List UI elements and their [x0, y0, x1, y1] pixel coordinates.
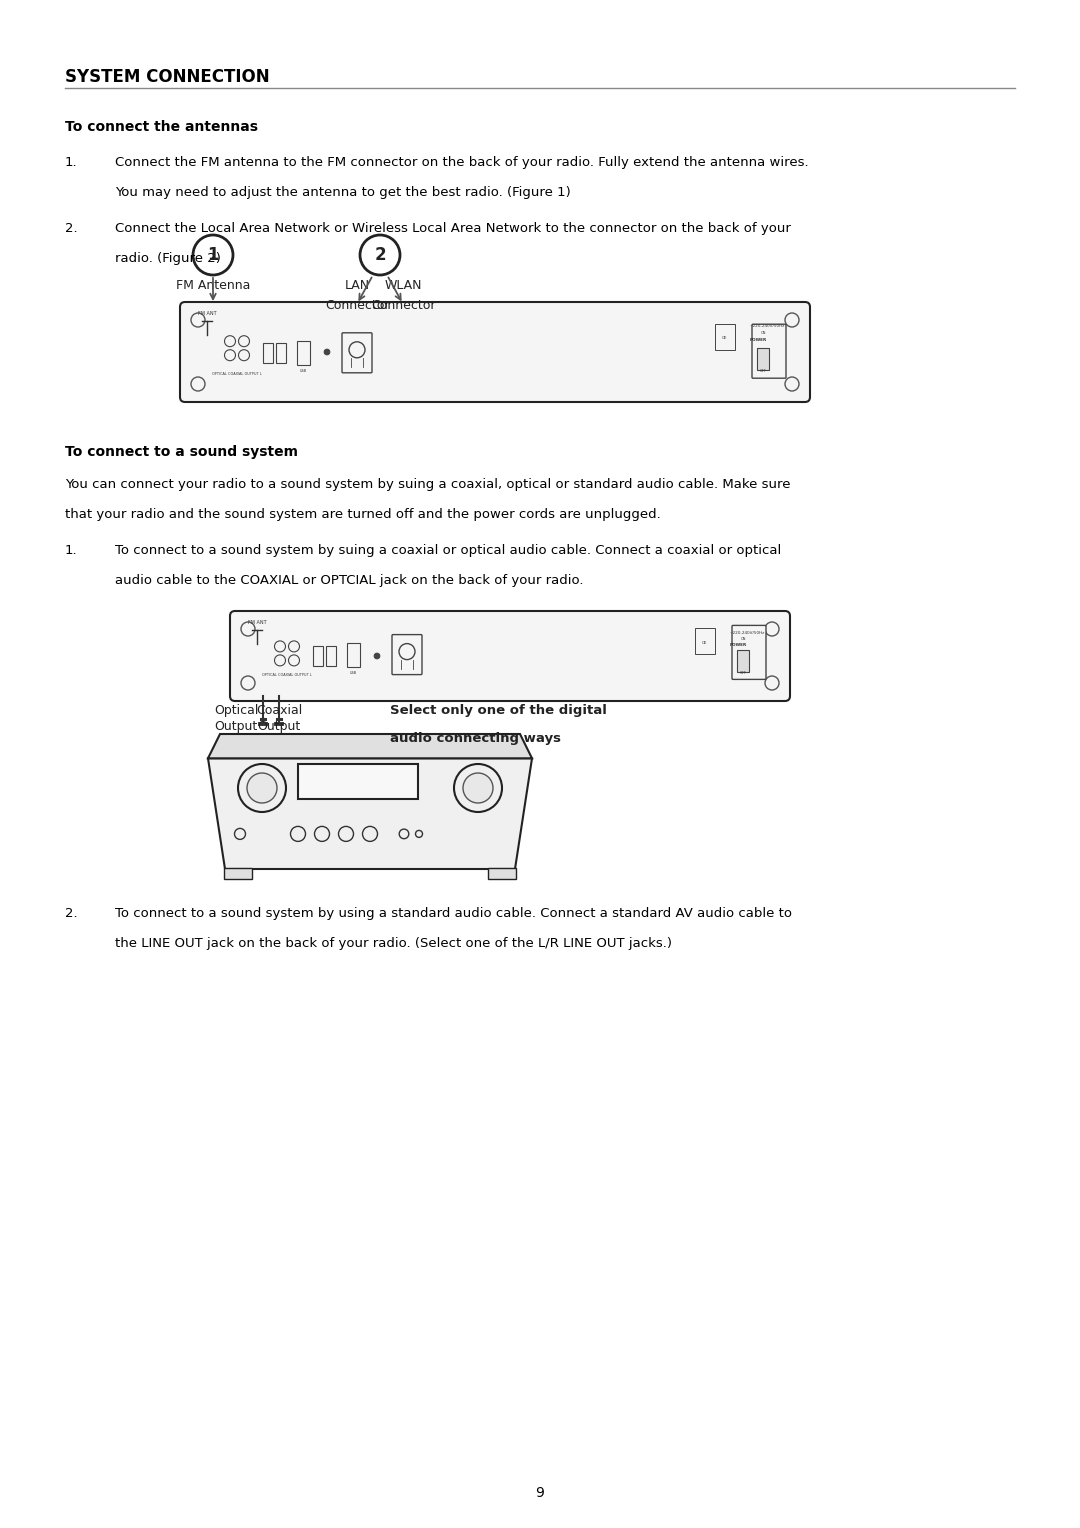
Circle shape [454, 764, 502, 811]
Text: POWER: POWER [750, 338, 767, 342]
Text: USB: USB [350, 671, 356, 674]
Text: Connect the FM antenna to the FM connector on the back of your radio. Fully exte: Connect the FM antenna to the FM connect… [114, 156, 809, 170]
FancyBboxPatch shape [732, 625, 766, 680]
Text: that your radio and the sound system are turned off and the power cords are unpl: that your radio and the sound system are… [65, 507, 661, 521]
Text: 1: 1 [207, 246, 219, 264]
Bar [488, 868, 516, 879]
Text: 2: 2 [374, 246, 386, 264]
Circle shape [241, 622, 255, 636]
Bar [297, 341, 310, 365]
Text: radio. (Figure 2): radio. (Figure 2) [114, 252, 221, 264]
Circle shape [338, 827, 353, 842]
Text: OFF: OFF [759, 368, 767, 373]
Circle shape [349, 342, 365, 358]
Text: SYSTEM CONNECTION: SYSTEM CONNECTION [65, 69, 270, 86]
Text: 1.: 1. [65, 156, 78, 170]
Text: Connector: Connector [370, 299, 435, 312]
Circle shape [193, 235, 233, 275]
Circle shape [765, 622, 779, 636]
Text: FM ANT: FM ANT [198, 312, 216, 316]
Text: You can connect your radio to a sound system by suing a coaxial, optical or stan: You can connect your radio to a sound sy… [65, 478, 791, 490]
Circle shape [234, 828, 245, 839]
Bar [757, 348, 769, 370]
Text: USB: USB [299, 368, 307, 373]
Circle shape [191, 313, 205, 327]
FancyBboxPatch shape [230, 611, 789, 701]
Text: Select only one of the digital: Select only one of the digital [390, 704, 607, 717]
Text: WLAN: WLAN [384, 280, 422, 292]
Bar [224, 868, 252, 879]
Circle shape [314, 827, 329, 842]
Circle shape [399, 643, 415, 660]
Circle shape [785, 313, 799, 327]
Bar [313, 646, 323, 666]
Circle shape [241, 675, 255, 691]
Circle shape [239, 350, 249, 361]
Text: You may need to adjust the antenna to get the best radio. (Figure 1): You may need to adjust the antenna to ge… [114, 186, 570, 199]
Circle shape [288, 656, 299, 666]
Text: FM ANT: FM ANT [247, 620, 267, 625]
Text: audio cable to the COAXIAL or OPTCIAL jack on the back of your radio.: audio cable to the COAXIAL or OPTCIAL ja… [114, 575, 583, 587]
Text: ~220-240V/50Hz: ~220-240V/50Hz [730, 631, 766, 634]
Circle shape [463, 773, 492, 804]
Text: OFF: OFF [740, 671, 746, 674]
Text: ON: ON [760, 332, 766, 335]
FancyBboxPatch shape [342, 333, 372, 373]
Text: 2.: 2. [65, 222, 78, 235]
Circle shape [765, 675, 779, 691]
Text: Connect the Local Area Network or Wireless Local Area Network to the connector o: Connect the Local Area Network or Wirele… [114, 222, 791, 235]
Circle shape [191, 377, 205, 391]
Circle shape [225, 336, 235, 347]
Bar [298, 764, 418, 799]
Text: LAN: LAN [345, 280, 369, 292]
Circle shape [374, 652, 380, 659]
Bar [276, 342, 286, 362]
Circle shape [238, 764, 286, 811]
Circle shape [274, 656, 285, 666]
Text: To connect to a sound system by using a standard audio cable. Connect a standard: To connect to a sound system by using a … [114, 908, 792, 920]
Bar [347, 643, 360, 668]
Circle shape [291, 827, 306, 842]
Bar [696, 628, 715, 654]
Text: Coaxial
Output: Coaxial Output [256, 704, 302, 733]
Circle shape [360, 235, 400, 275]
Bar [326, 646, 336, 666]
Circle shape [785, 377, 799, 391]
Text: Optical
Output: Optical Output [214, 704, 258, 733]
Text: the LINE OUT jack on the back of your radio. (Select one of the L/R LINE OUT jac: the LINE OUT jack on the back of your ra… [114, 937, 672, 950]
Polygon shape [208, 758, 532, 869]
Text: Connector: Connector [325, 299, 389, 312]
Circle shape [239, 336, 249, 347]
Circle shape [288, 640, 299, 652]
Bar [737, 649, 750, 672]
Text: ~220-240V/50Hz: ~220-240V/50Hz [750, 324, 785, 329]
Text: To connect to a sound system by suing a coaxial or optical audio cable. Connect : To connect to a sound system by suing a … [114, 544, 781, 558]
Text: 9: 9 [536, 1487, 544, 1500]
Circle shape [416, 830, 422, 837]
Text: audio connecting ways: audio connecting ways [390, 732, 561, 746]
Text: To connect to a sound system: To connect to a sound system [65, 445, 298, 458]
Bar [715, 324, 735, 350]
Text: ON: ON [740, 637, 745, 642]
Text: 2.: 2. [65, 908, 78, 920]
Text: To connect the antennas: To connect the antennas [65, 121, 258, 134]
Circle shape [324, 350, 329, 354]
Text: OPTICAL COAXIAL OUTPUT L: OPTICAL COAXIAL OUTPUT L [212, 371, 261, 376]
Text: CE: CE [702, 642, 707, 645]
Circle shape [247, 773, 276, 804]
Circle shape [274, 640, 285, 652]
FancyBboxPatch shape [752, 324, 786, 379]
Text: FM Antenna: FM Antenna [176, 280, 251, 292]
FancyBboxPatch shape [180, 303, 810, 402]
FancyBboxPatch shape [392, 634, 422, 674]
Text: POWER: POWER [730, 643, 747, 648]
Text: OPTICAL COAXIAL OUTPUT L: OPTICAL COAXIAL OUTPUT L [262, 672, 312, 677]
Bar [264, 342, 273, 362]
Text: CE: CE [723, 336, 728, 339]
Text: 1.: 1. [65, 544, 78, 558]
Circle shape [400, 830, 409, 839]
Circle shape [363, 827, 378, 842]
Circle shape [225, 350, 235, 361]
Polygon shape [208, 733, 532, 758]
